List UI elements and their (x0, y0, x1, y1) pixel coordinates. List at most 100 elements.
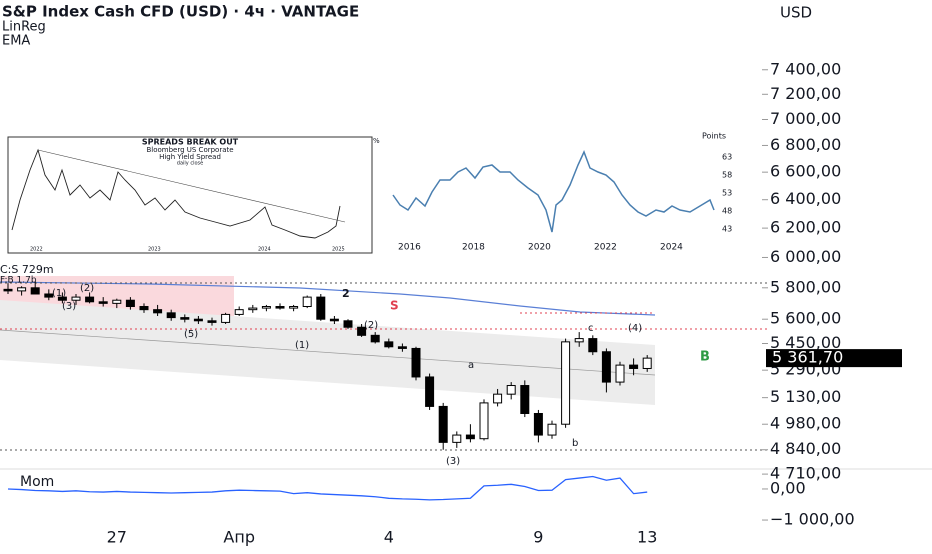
candle-body (384, 341, 394, 348)
candle-body (316, 296, 326, 320)
candle-body (343, 320, 353, 328)
candle-body (357, 326, 367, 336)
candle-body (547, 423, 557, 436)
candle-body (234, 309, 244, 315)
candle-body (506, 385, 516, 395)
y2-tick-label: −1 000,00 (770, 510, 855, 529)
candle-body (275, 306, 285, 309)
inset-trend (37, 149, 346, 223)
y-tick-label: 5 130,00 (770, 387, 841, 406)
candle-body (629, 364, 639, 369)
y-tick-label: 6 400,00 (770, 189, 841, 208)
inset-line (11, 148, 341, 239)
y-tick-label: 6 200,00 (770, 218, 841, 237)
x-tick-label: 9 (533, 528, 543, 547)
inset-year: 2024 (660, 243, 683, 253)
inset-year: 2023 (148, 247, 161, 253)
wave-label: c (588, 323, 594, 334)
y2-tick-label: 0,00 (770, 478, 806, 497)
candle-body (588, 338, 598, 353)
indicator: EMA (2, 34, 30, 49)
y-tick-label: 7 400,00 (770, 59, 841, 78)
candle-body (289, 306, 299, 309)
inset-points: Points 63 58 53 48 43 2016 2018 2020 202… (392, 132, 732, 253)
inset-tick: 63 (722, 153, 732, 162)
wave-label: a (468, 360, 474, 371)
candle-body (112, 299, 122, 304)
candle-body (601, 351, 611, 383)
wave-label: (4) (628, 323, 642, 334)
y-tick-label: 6 800,00 (770, 135, 841, 154)
inset-line (392, 150, 715, 233)
wave-label: (2) (364, 320, 378, 331)
inset-tick: 53 (722, 189, 732, 198)
candle-body (411, 347, 421, 378)
y-tick-label: 5 450,00 (770, 333, 841, 352)
indicator-title: Mom (20, 474, 54, 490)
inset-year: 2018 (462, 243, 485, 253)
inset-subtitle: daily close (177, 161, 203, 167)
candle-body (17, 287, 27, 292)
candle-body (574, 338, 584, 343)
inset-tick: 58 (722, 171, 732, 180)
candle-body (139, 306, 149, 311)
candle-body (493, 393, 503, 404)
currency: USD (780, 4, 812, 22)
y-tick-label: 4 980,00 (770, 414, 841, 433)
candle-body (98, 301, 108, 304)
candle-body (425, 376, 435, 407)
y-tick-label: 7 200,00 (770, 84, 841, 103)
candle-body (166, 312, 176, 319)
y-tick-label: 6 000,00 (770, 247, 841, 266)
candle-body (302, 296, 312, 308)
inset-year: 2022 (594, 243, 617, 253)
y-tick-label: 6 600,00 (770, 162, 841, 181)
wave-label: (2) (80, 283, 94, 294)
inset-spreads: SPREADS BREAK OUT Bloomberg US Corporate… (7, 136, 380, 254)
candle-body (397, 346, 407, 349)
candle-body (615, 364, 625, 383)
inset-subtitle: Bloomberg US Corporate (146, 146, 233, 154)
annotation: C:S 729m (0, 263, 54, 276)
price-tag-label: 5 361,70 (772, 348, 843, 367)
x-tick-label: 27 (107, 528, 127, 547)
candle-body (71, 296, 81, 301)
candle-body (180, 317, 190, 320)
y-tick-label: 4 710,00 (770, 464, 841, 483)
candle-body (452, 434, 462, 443)
candle-body (221, 313, 231, 323)
candle-body (248, 307, 258, 311)
candle-body (465, 434, 475, 440)
candle-body (57, 296, 67, 301)
candle-body (44, 293, 54, 298)
y-tick-label: 5 800,00 (770, 277, 841, 296)
inset-year: 2022 (30, 247, 43, 253)
candle-body (533, 412, 543, 436)
y-tick-label: 7 000,00 (770, 109, 841, 128)
candle-body (193, 318, 203, 322)
wave-label: (3) (446, 456, 460, 467)
x-tick-label: Апр (223, 528, 255, 547)
inset-axis-title: Points (702, 132, 726, 141)
inset-title: SPREADS BREAK OUT (142, 138, 239, 147)
candle-body (125, 299, 135, 308)
momentum-line (7, 475, 648, 501)
wave-label: (3) (62, 301, 76, 312)
candle-body (329, 318, 339, 322)
y-tick-label: 5 600,00 (770, 309, 841, 328)
inset-frame (7, 136, 373, 254)
candle-body (207, 320, 217, 323)
inset-tick: 48 (722, 207, 732, 216)
inset-year: 2020 (528, 243, 551, 253)
inset-unit: % (373, 137, 380, 145)
candle-body (642, 357, 652, 369)
wave-label: S (390, 299, 399, 313)
wave-label: B (700, 350, 710, 365)
candle-body (520, 385, 530, 414)
wave-label: (1) (295, 340, 309, 351)
regression-line (0, 329, 656, 376)
chart-title: S&P Index Cash CFD (USD) · 4ч · VANTAGE (2, 3, 359, 21)
candle-body (561, 341, 571, 425)
